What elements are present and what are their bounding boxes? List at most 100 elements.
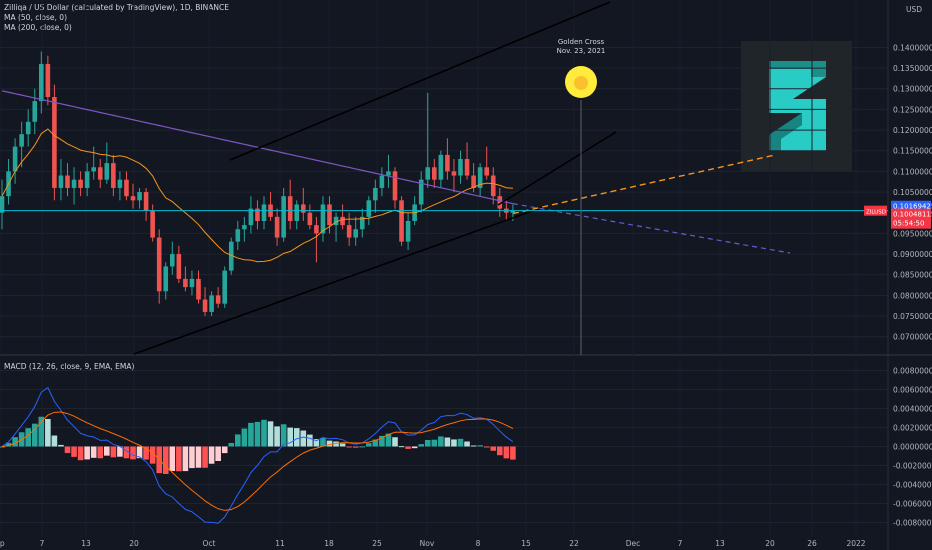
candle-body — [405, 221, 411, 242]
candle-body — [196, 278, 201, 300]
candle-body — [294, 204, 300, 221]
macd-histogram-bar — [241, 428, 248, 447]
macd-histogram-bar — [45, 419, 51, 447]
macd-histogram-bar — [464, 441, 470, 447]
macd-histogram-bar — [497, 446, 503, 456]
candle-body — [484, 167, 489, 176]
macd-histogram-bar — [12, 437, 18, 447]
candle-body — [91, 167, 96, 172]
macd-histogram-bar — [405, 446, 411, 449]
macd-histogram-bar — [215, 446, 221, 462]
macd-histogram-bar — [457, 438, 464, 447]
candle-body — [209, 295, 214, 312]
macd-histogram-bar — [307, 434, 313, 447]
macd-histogram-bar — [189, 446, 195, 469]
candle-body — [202, 299, 208, 312]
macd-histogram-bar — [84, 446, 90, 460]
candle-body — [78, 179, 83, 188]
time-tick-label: 8 — [476, 539, 481, 548]
candle-body — [124, 179, 129, 197]
candle-body — [248, 208, 254, 226]
macd-legend: MACD (12, 26, close, 9, EMA, EMA) — [4, 362, 134, 371]
candle-body — [392, 171, 398, 201]
candle-body — [65, 175, 70, 188]
macd-histogram-bar — [90, 446, 97, 458]
macd-histogram-bar — [5, 442, 12, 447]
macd-histogram-bar — [418, 444, 424, 447]
channel-lower-line — [133, 205, 547, 355]
macd-histogram-bar — [0, 446, 5, 448]
symbol-side-tag — [864, 205, 887, 216]
macd-histogram-bar — [71, 446, 77, 457]
macd-histogram-bar — [235, 434, 241, 447]
candle-body — [386, 171, 391, 176]
candle-body — [471, 175, 476, 188]
countdown-value: 05:54:50 — [893, 220, 924, 228]
candle-body — [425, 167, 431, 180]
macd-line — [1, 386, 514, 524]
time-tick-label: 7 — [678, 539, 683, 548]
candle-body — [346, 225, 352, 238]
candle-body — [189, 278, 195, 288]
candle-body — [163, 266, 169, 292]
macd-histogram-bar — [326, 440, 333, 447]
macd-histogram-bar — [483, 446, 490, 448]
macd-histogram-bar — [176, 446, 182, 472]
macd-histogram-bar — [77, 446, 84, 461]
candle-body — [307, 212, 313, 226]
candle-body — [438, 154, 444, 180]
macd-histogram-bar — [149, 446, 156, 464]
macd-histogram-bar — [313, 438, 320, 447]
time-tick-label: 7 — [40, 539, 45, 548]
ma50-line — [1, 128, 513, 263]
candle-body — [281, 196, 286, 238]
ma50-legend[interactable]: MA (50, close, 0) — [4, 13, 68, 22]
macd-histogram-bar — [202, 446, 208, 468]
time-tick-label: 13 — [81, 539, 91, 548]
macd-histogram-bar — [280, 424, 287, 447]
candle-body — [255, 208, 260, 221]
macd-histogram-bar — [372, 439, 379, 447]
macd-histogram-bar — [385, 433, 392, 447]
macd-histogram-bar — [451, 439, 457, 447]
candle-body — [477, 167, 483, 188]
symbol-title[interactable]: Zilliqa / US Dollar (calculated by Tradi… — [4, 3, 229, 12]
candle-body — [52, 97, 57, 188]
candle-body — [150, 210, 155, 238]
time-tick-label: 18 — [324, 539, 334, 548]
candle-body — [320, 204, 326, 234]
macd-pane: MACD (12, 26, close, 9, EMA, EMA) — [0, 362, 516, 524]
macd-histogram-bar — [221, 446, 228, 454]
ma50-projection — [512, 154, 776, 215]
time-tick-label: 20 — [129, 539, 139, 548]
candle-body — [373, 187, 378, 201]
macd-histogram-bar — [287, 427, 293, 447]
sun-face-icon — [574, 76, 588, 90]
candle-body — [215, 295, 221, 304]
last-price-value: 0.10048115 — [893, 211, 932, 219]
time-tick-label: 22 — [569, 539, 579, 548]
macd-histogram-bar — [228, 442, 235, 447]
macd-histogram-bar — [143, 446, 149, 460]
ma200-legend[interactable]: MA (200, close, 0) — [4, 23, 72, 32]
macd-histogram-bar — [293, 428, 300, 447]
macd-histogram-bar — [510, 446, 516, 460]
signal-line — [1, 411, 514, 511]
macd-histogram-bar — [424, 440, 431, 447]
macd-histogram-bar — [392, 437, 398, 447]
macd-histogram-bar — [352, 446, 359, 448]
macd-histogram-bar — [470, 445, 477, 447]
candle-body — [314, 225, 319, 234]
time-tick-label: 20 — [765, 539, 775, 548]
candle-body — [111, 163, 116, 188]
macd-histogram-bar — [169, 446, 176, 472]
candle-body — [183, 278, 188, 288]
candle-body — [117, 179, 123, 188]
